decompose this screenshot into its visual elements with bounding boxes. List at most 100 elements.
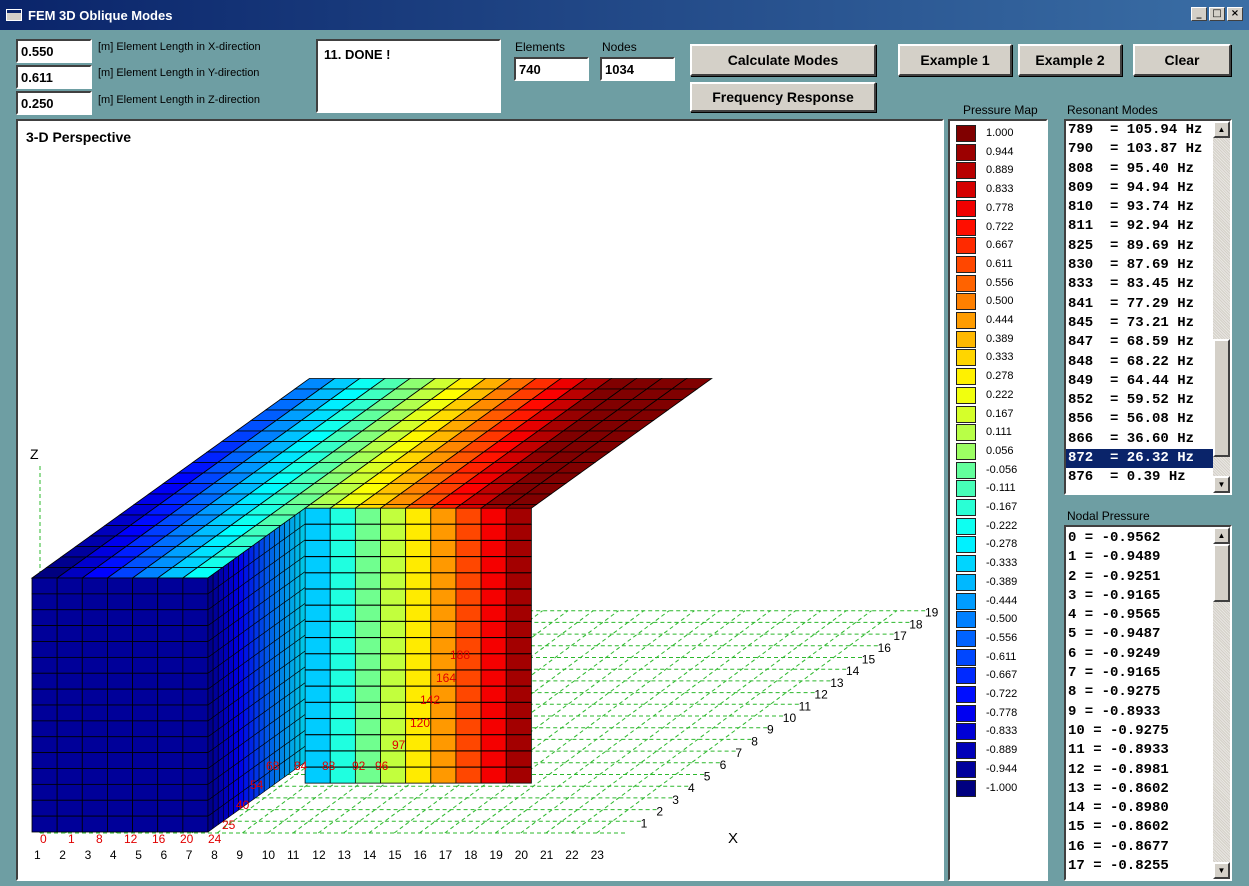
nodal-item[interactable]: 7 = -0.9165 [1068, 665, 1161, 682]
mode-item[interactable]: 852 = 59.52 Hz [1068, 392, 1195, 409]
x-tick-label: 11 [287, 848, 300, 862]
mode-item[interactable]: 848 = 68.22 Hz [1068, 353, 1195, 370]
legend-label: 0.833 [986, 183, 1014, 196]
clear-button[interactable]: Clear [1133, 44, 1231, 76]
nodal-item[interactable]: 15 = -0.8602 [1068, 819, 1169, 836]
mesh-cell [480, 669, 507, 687]
mesh-cell [405, 766, 432, 784]
nodal-item[interactable]: 6 = -0.9249 [1068, 645, 1161, 662]
nodal-item[interactable]: 11 = -0.8933 [1068, 742, 1169, 759]
nodal-pressure-scrollbar[interactable]: ▲ ▼ [1213, 527, 1230, 879]
node-label: 8 [96, 832, 103, 846]
nodal-item[interactable]: 14 = -0.8980 [1068, 800, 1169, 817]
scroll-up-icon[interactable]: ▲ [1213, 121, 1230, 138]
nodal-item[interactable]: 2 = -0.9251 [1068, 568, 1161, 585]
grid-line [292, 610, 594, 834]
nodal-pressure-list[interactable]: 0 = -0.9562 1 = -0.9489 2 = -0.9251 3 = -0.… [1064, 525, 1232, 881]
mode-item[interactable]: 841 = 77.29 Hz [1068, 295, 1195, 312]
mesh-cell [505, 572, 532, 590]
mesh-cell [304, 621, 331, 638]
mode-item[interactable]: 808 = 95.40 Hz [1068, 160, 1195, 177]
minimize-button[interactable]: _ [1191, 7, 1207, 21]
legend-swatch [956, 555, 976, 573]
mesh-cell [56, 656, 83, 674]
nodal-item[interactable]: 1 = -0.9489 [1068, 549, 1161, 566]
mesh-cell [430, 734, 457, 752]
nodal-item[interactable]: 12 = -0.8981 [1068, 761, 1169, 778]
z-length-input[interactable]: 0.250 [16, 91, 92, 115]
perspective-view[interactable]: 3-D Perspective Z X 1 2 3 4 5 6 7 8 9 10 11 12 13 14 15 1… [16, 119, 944, 881]
mesh-cell [505, 766, 532, 784]
nodal-item[interactable]: 9 = -0.8933 [1068, 703, 1161, 720]
mode-item[interactable]: 789 = 105.94 Hz [1068, 122, 1203, 138]
nodal-item[interactable]: 17 = -0.8255 [1068, 858, 1169, 875]
mesh-cell [455, 572, 482, 590]
y-length-input[interactable]: 0.611 [16, 65, 92, 89]
frequency-response-button[interactable]: Frequency Response [690, 82, 876, 112]
legend-swatch [956, 704, 976, 722]
maximize-button[interactable]: □ [1209, 7, 1225, 21]
nodal-item[interactable]: 16 = -0.8677 [1068, 838, 1169, 855]
mesh-cell [81, 625, 108, 642]
mesh-cell [132, 720, 159, 738]
mesh-cell [480, 750, 507, 768]
mode-item[interactable]: 849 = 64.44 Hz [1068, 372, 1195, 389]
mesh-cell [31, 593, 58, 611]
mode-item[interactable]: 872 = 26.32 Hz [1066, 449, 1213, 469]
mesh-cell [430, 540, 457, 557]
x-length-input[interactable]: 0.550 [16, 39, 92, 63]
mesh-cell [405, 604, 432, 622]
nodal-item[interactable]: 8 = -0.9275 [1068, 684, 1161, 701]
mode-item[interactable]: 833 = 83.45 Hz [1068, 276, 1195, 293]
mesh-cell [31, 641, 58, 658]
mode-item[interactable]: 876 = 0.39 Hz [1068, 469, 1186, 486]
mesh-cell [455, 718, 482, 735]
mesh-cell [304, 507, 331, 525]
node-label: 164 [436, 671, 456, 685]
nodal-item[interactable]: 0 = -0.9562 [1068, 530, 1161, 546]
scroll-down-icon[interactable]: ▼ [1213, 862, 1230, 879]
scroll-thumb[interactable] [1213, 544, 1230, 602]
nodal-item[interactable]: 13 = -0.8602 [1068, 780, 1169, 797]
mesh-cell [107, 593, 133, 611]
calculate-modes-button[interactable]: Calculate Modes [690, 44, 876, 76]
example-1-button[interactable]: Example 1 [898, 44, 1012, 76]
status-box: 11. DONE ! [316, 39, 501, 113]
nodal-item[interactable]: 4 = -0.9565 [1068, 607, 1161, 624]
mode-item[interactable]: 790 = 103.87 Hz [1068, 141, 1203, 158]
mode-item[interactable]: 811 = 92.94 Hz [1068, 218, 1195, 235]
app-icon [6, 9, 22, 21]
mesh-cell [329, 540, 356, 557]
mesh-cell [132, 799, 159, 817]
mode-item[interactable]: 825 = 89.69 Hz [1068, 237, 1195, 254]
mesh-cell [132, 783, 159, 801]
scroll-thumb[interactable] [1213, 339, 1230, 457]
mode-item[interactable]: 830 = 87.69 Hz [1068, 257, 1195, 274]
legend-label: -0.778 [986, 706, 1018, 719]
resonant-modes-list[interactable]: 789 = 105.94 Hz 790 = 103.87 Hz 808 = 95.4… [1064, 119, 1232, 495]
scroll-down-icon[interactable]: ▼ [1213, 476, 1230, 493]
mode-shape-plot: ZX1 2 3 4 5 6 7 8 9 10 11 12 13 14 15 16 17 18 19 20 21 22 231… [30, 378, 939, 862]
mode-item[interactable]: 847 = 68.59 Hz [1068, 334, 1195, 351]
mode-item[interactable]: 809 = 94.94 Hz [1068, 179, 1195, 196]
y-tick-label: 3 [672, 793, 679, 807]
nodal-item[interactable]: 10 = -0.9275 [1068, 722, 1169, 739]
legend-swatch [956, 629, 976, 647]
x-tick-label: 19 [489, 848, 503, 862]
mesh-cell [405, 507, 432, 525]
y-tick-label: 6 [720, 758, 727, 772]
resonant-modes-scrollbar[interactable]: ▲ ▼ [1213, 121, 1230, 493]
mode-item[interactable]: 845 = 73.21 Hz [1068, 314, 1195, 331]
mesh-cell [56, 799, 83, 817]
mode-item[interactable]: 856 = 56.08 Hz [1068, 411, 1195, 428]
mode-item[interactable]: 810 = 93.74 Hz [1068, 199, 1195, 216]
node-label: 25 [222, 818, 236, 832]
legend-label: -0.222 [986, 519, 1018, 532]
example-2-button[interactable]: Example 2 [1018, 44, 1122, 76]
nodal-item[interactable]: 3 = -0.9165 [1068, 587, 1161, 604]
mesh-cell [455, 604, 482, 622]
scroll-up-icon[interactable]: ▲ [1213, 527, 1230, 544]
close-button[interactable]: × [1227, 7, 1243, 21]
nodal-item[interactable]: 5 = -0.9487 [1068, 626, 1161, 643]
mode-item[interactable]: 866 = 36.60 Hz [1068, 430, 1195, 447]
